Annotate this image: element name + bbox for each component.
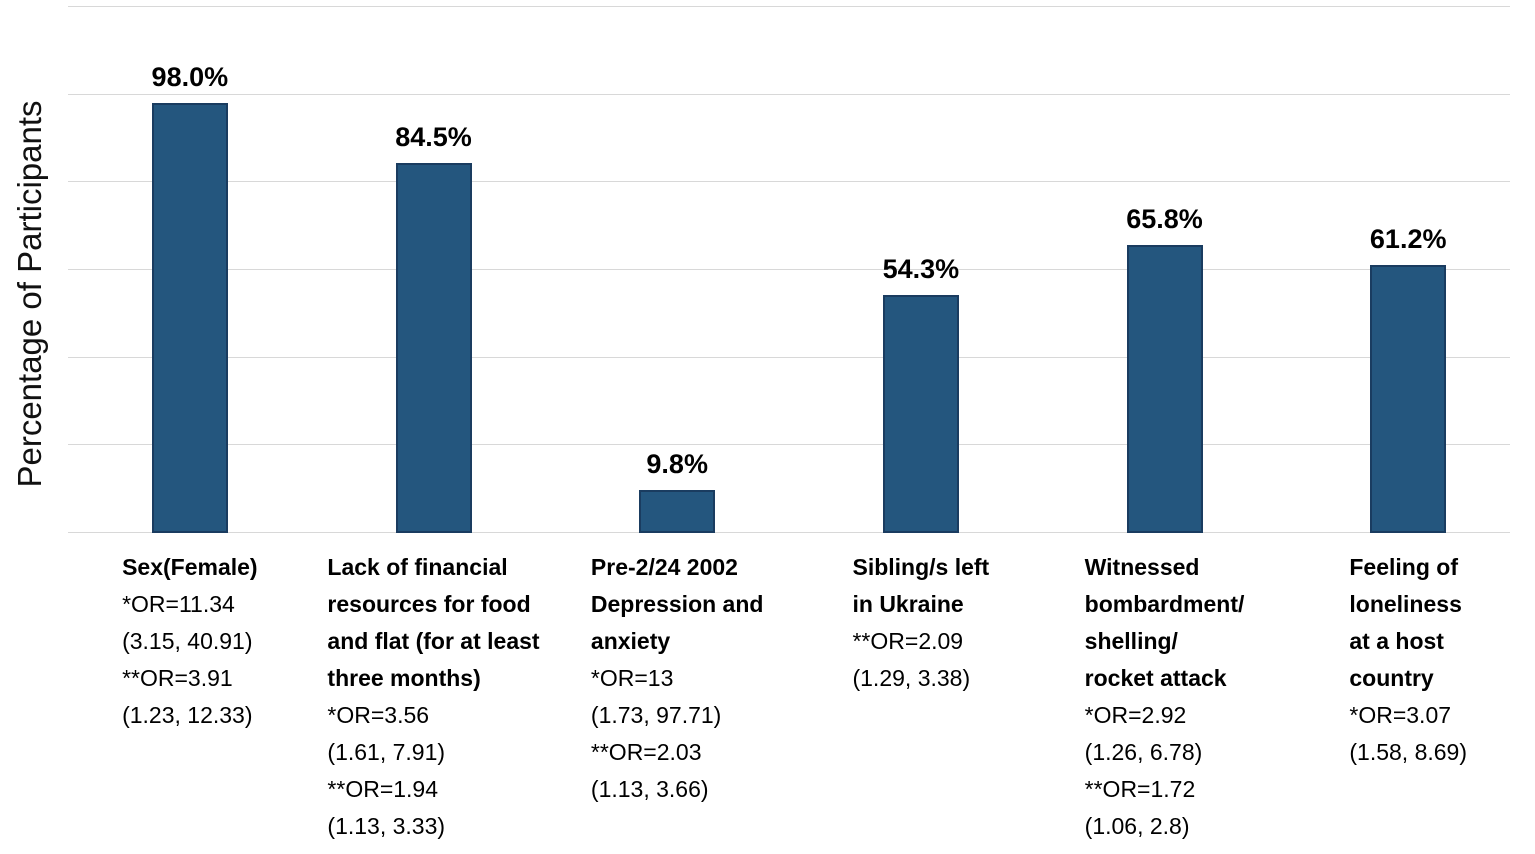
category-label: Sibling/s left in Ukraine **OR=2.09 (1.29, …: [852, 549, 989, 845]
bar-slot: 84.5%: [312, 0, 556, 533]
odds-ratio-line: **OR=1.72: [1084, 776, 1196, 802]
category-title-line: anxiety: [590, 628, 671, 654]
category-title-line: Witnessed: [1084, 554, 1200, 580]
bar-slot: 98.0%: [68, 0, 312, 533]
category-label: Witnessed bombardment/shelling/rocket att…: [1085, 549, 1245, 845]
odds-ratio-line: **OR=2.03: [590, 739, 702, 765]
category-title-line: resources for food: [327, 591, 531, 617]
bar-slot: 61.2%: [1286, 0, 1530, 533]
bar-value-label: 9.8%: [646, 449, 708, 479]
category-title-line: country: [1349, 665, 1434, 691]
bar: [882, 295, 959, 533]
category-labels-row: Sex(Female) *OR=11.34 (3.15, 40.91) **OR=3.…: [68, 549, 1530, 845]
odds-ratio-line: (1.26, 6.78): [1084, 739, 1203, 765]
category-title-line: Lack of financial: [327, 554, 508, 580]
category-label-slot: Lack of financial resources for food and f…: [312, 549, 556, 845]
bar-value-label: 84.5%: [395, 122, 472, 152]
category-label-slot: Feeling of loneliness at a host country *OR=…: [1286, 549, 1530, 845]
bar-slot: 65.8%: [1043, 0, 1287, 533]
category-label-slot: Witnessed bombardment/shelling/rocket att…: [1043, 549, 1287, 845]
y-axis-title: Percentage of Participants: [11, 100, 48, 488]
bar-slot: 9.8%: [555, 0, 799, 533]
gridline: [68, 6, 1510, 7]
odds-ratio-line: **OR=1.94: [327, 776, 439, 802]
plot-area: 98.0% 84.5% 9.8% 54.3% 65.8% 61.2%: [68, 0, 1530, 533]
odds-ratio-line: (1.29, 3.38): [852, 665, 971, 691]
odds-ratio-line: (1.58, 8.69): [1349, 739, 1468, 765]
bar-value-label: 61.2%: [1369, 224, 1447, 254]
category-title-line: three months): [327, 665, 481, 691]
category-title-line: Sibling/s left: [852, 554, 990, 580]
bars-row: 98.0% 84.5% 9.8% 54.3% 65.8% 61.2%: [68, 0, 1530, 533]
bar-value-label: 54.3%: [882, 254, 960, 284]
odds-ratio-line: *OR=2.92: [1084, 702, 1187, 728]
odds-ratio-line: *OR=3.07: [1349, 702, 1452, 728]
category-label: Pre-2/24 2002 Depression and anxiety *OR=13…: [591, 549, 764, 845]
odds-ratio-line: (1.23, 12.33): [122, 702, 253, 728]
bar: [395, 163, 472, 533]
odds-ratio-line: (1.13, 3.33): [327, 813, 446, 839]
category-title-line: Feeling of: [1349, 554, 1458, 580]
category-title-line: shelling/: [1084, 628, 1178, 654]
category-label-slot: Sex(Female) *OR=11.34 (3.15, 40.91) **OR=3.…: [68, 549, 312, 845]
bar: [1370, 265, 1447, 533]
odds-ratio-line: **OR=2.09: [852, 628, 964, 654]
category-title-line: at a host: [1349, 628, 1444, 654]
odds-ratio-line: **OR=3.91: [122, 665, 233, 691]
gridline: [68, 93, 1510, 95]
bar: [151, 103, 228, 533]
gridline: [68, 181, 1510, 183]
gridline: [68, 444, 1510, 446]
bar: [1126, 245, 1203, 533]
bar-value-label: 65.8%: [1126, 204, 1203, 234]
category-title-line: Depression and: [590, 591, 764, 617]
odds-ratio-line: (1.61, 7.91): [327, 739, 446, 765]
odds-ratio-line: (1.13, 3.66): [590, 776, 709, 802]
gridline: [68, 269, 1510, 270]
category-title-line: in Ukraine: [852, 591, 964, 617]
category-label: Lack of financial resources for food and f…: [327, 549, 539, 845]
category-title-line: bombardment/: [1084, 591, 1245, 617]
odds-ratio-line: (1.06, 2.8): [1084, 813, 1190, 839]
gridline: [68, 532, 1510, 533]
category-label: Feeling of loneliness at a host country *OR=…: [1349, 549, 1467, 845]
category-label: Sex(Female) *OR=11.34 (3.15, 40.91) **OR=3.…: [122, 549, 258, 845]
category-label-slot: Pre-2/24 2002 Depression and anxiety *OR=13…: [555, 549, 799, 845]
bar-value-label: 98.0%: [151, 62, 229, 92]
odds-ratio-line: (1.73, 97.71): [590, 702, 722, 728]
category-title-line: loneliness: [1349, 591, 1462, 617]
category-title-line: Pre-2/24 2002: [590, 554, 738, 580]
category-label-slot: Sibling/s left in Ukraine **OR=2.09 (1.29, …: [799, 549, 1043, 845]
odds-ratio-line: (3.15, 40.91): [122, 628, 253, 654]
odds-ratio-line: *OR=13: [590, 665, 674, 691]
odds-ratio-line: *OR=3.56: [327, 702, 430, 728]
bar: [639, 490, 716, 533]
category-title-line: rocket attack: [1084, 665, 1227, 691]
category-title-line: and flat (for at least: [327, 628, 540, 654]
gridline: [68, 356, 1510, 358]
category-title-line: Sex(Female): [122, 554, 258, 580]
odds-ratio-line: *OR=11.34: [122, 591, 235, 617]
bar-slot: 54.3%: [799, 0, 1043, 533]
